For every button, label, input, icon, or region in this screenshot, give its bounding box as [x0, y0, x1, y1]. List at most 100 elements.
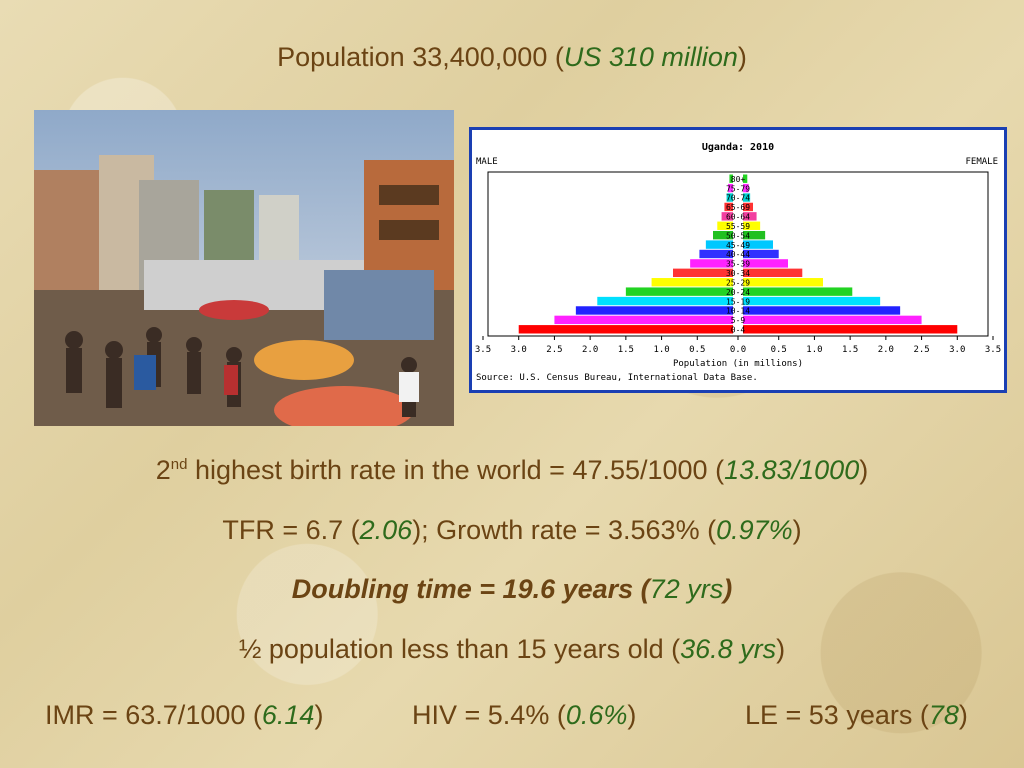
- x-tick-label: 2.5: [913, 345, 929, 355]
- doubling-time-us-value: 72 yrs: [649, 574, 724, 604]
- half-population-line: ½ population less than 15 years old (36.…: [0, 634, 1024, 665]
- male-bar-0-4: [518, 325, 733, 334]
- age-group-label: 30-34: [726, 269, 750, 278]
- age-group-label: 15-19: [726, 297, 750, 306]
- age-group-label: 60-64: [726, 213, 750, 222]
- age-group-label: 10-14: [726, 307, 750, 316]
- x-tick-label: 2.0: [582, 345, 598, 355]
- female-bar-15-19: [743, 296, 881, 306]
- age-group-label: 40-44: [726, 250, 750, 259]
- doubling-line: Doubling time = 19.6 years (72 yrs): [0, 574, 1024, 605]
- imr-close: ): [314, 700, 324, 730]
- growth-rate-close: ): [792, 515, 802, 545]
- growth-rate-us-value: 0.97%: [716, 515, 793, 545]
- le-close: ): [958, 700, 968, 730]
- x-tick-label: 3.5: [985, 345, 1001, 355]
- female-bar-65-69: [743, 202, 753, 212]
- male-bar-75-79: [728, 183, 733, 193]
- female-bar-55-59: [743, 221, 761, 230]
- x-tick-label: 1.0: [806, 345, 822, 355]
- x-tick-label: 2.0: [878, 345, 894, 355]
- male-bar-60-64: [721, 212, 733, 221]
- hiv-close: ): [627, 700, 637, 730]
- female-bar-25-29: [743, 278, 823, 287]
- median-age-us-value: 36.8 yrs: [680, 634, 777, 664]
- age-group-label: 45-49: [726, 241, 750, 250]
- age-group-label: 70-74: [726, 194, 750, 203]
- female-bar-10-14: [743, 306, 901, 315]
- female-bar-80+: [743, 174, 748, 183]
- male-bar-50-54: [713, 230, 733, 240]
- hiv-us-value: 0.6%: [565, 700, 628, 730]
- doubling-time-close: ): [723, 574, 733, 604]
- male-bar-70-74: [726, 193, 733, 202]
- male-bar-30-34: [673, 268, 733, 278]
- female-bar-70-74: [743, 193, 751, 202]
- le-text: LE = 53 years (: [745, 700, 929, 730]
- x-tick-label: 1.5: [618, 345, 634, 355]
- x-tick-label: 0.0: [730, 345, 746, 355]
- age-group-label: 80+: [731, 175, 746, 184]
- birth-rate-line: 2nd highest birth rate in the world = 47…: [0, 455, 1024, 486]
- male-bar-80+: [729, 174, 733, 183]
- male-bar-15-19: [597, 296, 733, 306]
- x-tick-label: 1.5: [842, 345, 858, 355]
- population-text: Population 33,400,000 (: [277, 42, 564, 72]
- age-group-label: 5-9: [731, 316, 746, 325]
- tfr-text: TFR = 6.7 (: [222, 515, 360, 545]
- birth-rate-us-value: 13.83/1000: [724, 455, 860, 485]
- male-bar-20-24: [625, 287, 733, 296]
- tfr-line: TFR = 6.7 (2.06); Growth rate = 3.563% (…: [0, 515, 1024, 546]
- chart-source: Source: U.S. Census Bureau, Internationa…: [476, 373, 758, 383]
- female-bar-40-44: [743, 249, 779, 259]
- male-label: MALE: [476, 157, 498, 167]
- female-bar-5-9: [743, 315, 922, 325]
- female-bar-45-49: [743, 240, 773, 249]
- female-label: FEMALE: [965, 157, 998, 167]
- male-bar-35-39: [690, 259, 733, 268]
- imr-text: IMR = 63.7/1000 (: [45, 700, 262, 730]
- female-bar-60-64: [743, 212, 757, 221]
- doubling-time-text: Doubling time = 19.6 years (: [291, 574, 650, 604]
- growth-rate-text: ); Growth rate = 3.563% (: [412, 515, 717, 545]
- x-axis-label: Population (in millions): [673, 359, 803, 369]
- birth-rank-suffix: nd: [170, 456, 188, 473]
- hiv-stat: HIV = 5.4% (0.6%): [412, 700, 636, 731]
- age-group-label: 25-29: [726, 278, 750, 287]
- x-tick-label: 0.5: [771, 345, 787, 355]
- age-group-label: 35-39: [726, 260, 750, 269]
- x-tick-label: 3.0: [949, 345, 965, 355]
- birth-rank: 2: [155, 455, 171, 485]
- female-bar-75-79: [743, 183, 749, 193]
- male-bar-55-59: [717, 221, 733, 230]
- le-stat: LE = 53 years (78): [745, 700, 968, 731]
- female-bar-20-24: [743, 287, 853, 296]
- age-group-label: 0-4: [731, 326, 746, 335]
- half-population-text: ½ population less than 15 years old (: [238, 634, 681, 664]
- x-tick-label: 2.5: [546, 345, 562, 355]
- x-tick-label: 1.0: [653, 345, 669, 355]
- male-bar-10-14: [575, 306, 733, 315]
- age-group-label: 50-54: [726, 231, 750, 240]
- female-bar-0-4: [743, 325, 958, 334]
- half-population-close: ): [776, 634, 786, 664]
- le-us-value: 78: [928, 700, 959, 730]
- population-close: ): [737, 42, 747, 72]
- birth-rate-text: highest birth rate in the world = 47.55/…: [187, 455, 725, 485]
- female-bar-50-54: [743, 230, 766, 240]
- male-bar-65-69: [724, 202, 733, 212]
- tfr-us-value: 2.06: [359, 515, 413, 545]
- hiv-text: HIV = 5.4% (: [412, 700, 566, 730]
- imr-us-value: 6.14: [261, 700, 315, 730]
- population-line: Population 33,400,000 (US 310 million): [0, 42, 1024, 73]
- male-bar-40-44: [699, 249, 733, 259]
- bottom-stats: IMR = 63.7/1000 (6.14) HIV = 5.4% (0.6%)…: [0, 700, 1024, 736]
- male-bar-45-49: [705, 240, 733, 249]
- population-us-value: US 310 million: [563, 42, 738, 72]
- x-tick-label: 3.0: [511, 345, 527, 355]
- birth-rate-close: ): [859, 455, 869, 485]
- age-group-label: 20-24: [726, 288, 750, 297]
- x-tick-label: 0.5: [689, 345, 705, 355]
- chart-title: Uganda: 2010: [702, 142, 774, 153]
- population-pyramid-chart: Uganda: 2010 MALE FEMALE 80+ 75-79 70-74 65…: [469, 127, 1007, 393]
